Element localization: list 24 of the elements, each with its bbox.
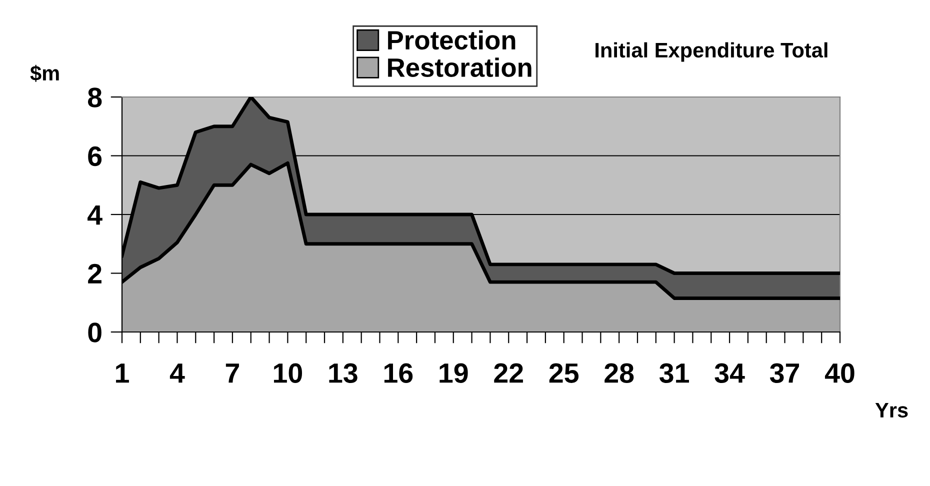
x-tick-label: 31	[660, 363, 689, 383]
x-tick-label: 19	[440, 363, 468, 383]
x-tick-label: 40	[824, 363, 854, 383]
y-tick-label: 0	[88, 322, 102, 342]
x-tick-label: 13	[329, 363, 358, 383]
y-axis-title: $m	[30, 64, 59, 82]
x-tick-label: 4	[170, 364, 185, 383]
x-tick-label: 22	[494, 363, 523, 383]
x-tick-label: 28	[604, 363, 634, 383]
x-tick-label: 25	[549, 363, 579, 383]
x-tick-label: 16	[384, 363, 413, 383]
y-tick-label: 6	[88, 146, 102, 166]
legend-label: Restoration	[388, 58, 532, 77]
legend-label: Protection	[388, 30, 516, 50]
x-tick-label: 34	[714, 363, 745, 383]
y-tick-label: 4	[88, 205, 102, 225]
y-tick-label: 2	[88, 264, 102, 284]
x-tick-label: 10	[274, 363, 302, 383]
x-tick-label: 37	[770, 363, 799, 383]
x-tick-label: 7	[226, 364, 239, 383]
y-tick-label: 8	[88, 88, 102, 108]
x-axis-title: Yrs	[875, 403, 908, 418]
chart-title: Initial Expenditure Total	[596, 42, 828, 62]
x-tick-label: 1	[116, 364, 129, 383]
